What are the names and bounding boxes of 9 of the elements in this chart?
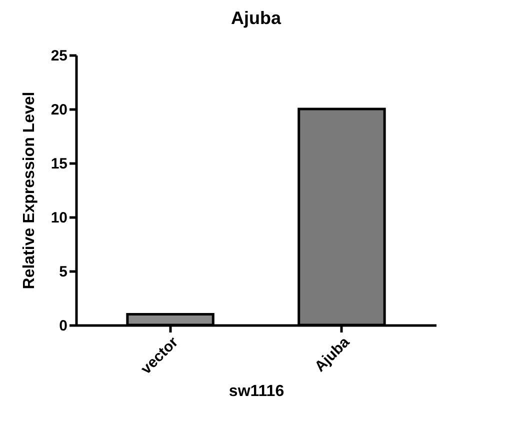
y-tick-label: 10 (50, 210, 68, 226)
x-axis-title: sw1116 (228, 382, 284, 400)
y-tick-label: 15 (50, 156, 68, 172)
y-axis-title: Relative Expression Level (20, 92, 38, 290)
y-tick-label: 25 (50, 48, 68, 64)
y-tick-label: 20 (50, 102, 68, 118)
y-tick-label: 5 (59, 264, 68, 280)
chart-title: Ajuba (230, 8, 282, 28)
y-tick-label: 0 (59, 318, 68, 334)
